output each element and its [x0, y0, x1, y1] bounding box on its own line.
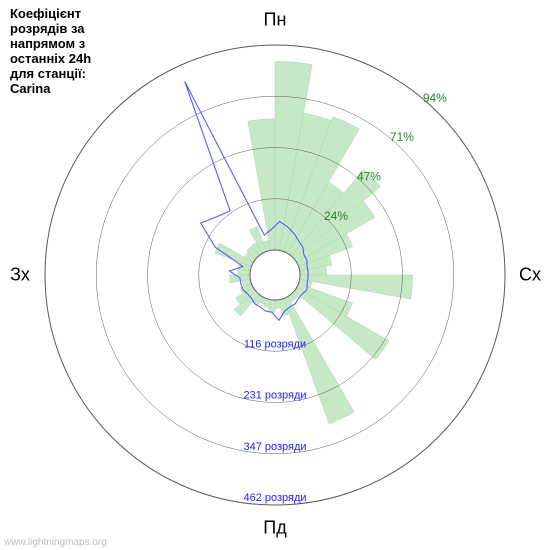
- discharge-label: 231 розряди: [243, 390, 306, 402]
- percent-label: 47%: [357, 170, 381, 184]
- cardinal-label: Пн: [264, 10, 287, 31]
- chart-title: Коефіцієнт розрядів за напрямом з останн…: [10, 6, 91, 96]
- percent-label: 71%: [390, 130, 414, 144]
- cardinal-label: Сх: [519, 265, 541, 286]
- discharge-label: 347 розряди: [243, 441, 306, 453]
- discharge-label: 462 розряди: [243, 492, 306, 504]
- cardinal-label: Пд: [263, 518, 286, 539]
- polar-chart: 24% 47% 71% 94% 116 розряди 231 розряди 347 ро…: [0, 0, 550, 550]
- discharge-label: 116 розряди: [244, 338, 306, 350]
- percent-label: 94%: [423, 91, 447, 105]
- footer-credit: www.lightningmaps.org: [4, 537, 107, 548]
- percent-label: 24%: [324, 209, 348, 223]
- cardinal-label: Зх: [10, 265, 30, 286]
